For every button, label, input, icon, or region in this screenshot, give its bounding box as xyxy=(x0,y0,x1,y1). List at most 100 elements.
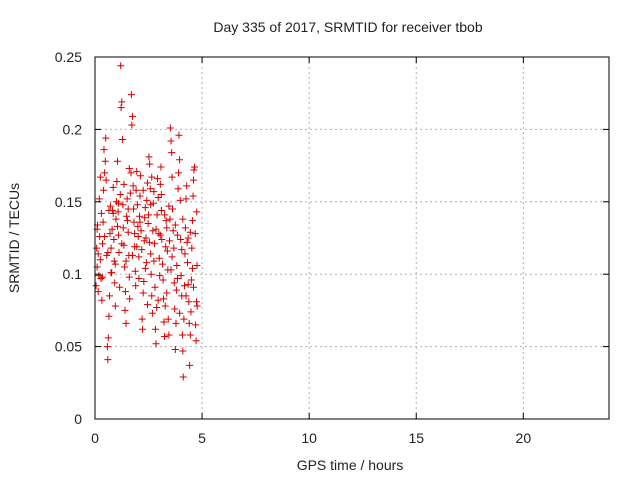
data-point xyxy=(155,254,163,262)
x-tick-label: 0 xyxy=(91,430,99,446)
data-point xyxy=(121,306,129,314)
data-point xyxy=(100,186,108,194)
data-point xyxy=(132,282,140,290)
data-point xyxy=(188,264,196,272)
x-tick-label: 10 xyxy=(301,430,317,446)
data-point xyxy=(143,179,151,187)
data-point xyxy=(151,283,159,291)
data-point xyxy=(149,227,157,235)
y-tick-label: 0.25 xyxy=(55,49,82,65)
data-point xyxy=(125,273,133,281)
data-point xyxy=(113,157,121,165)
data-point xyxy=(185,298,193,306)
data-point xyxy=(191,163,199,171)
data-point xyxy=(190,176,198,184)
data-point xyxy=(164,315,172,323)
data-point xyxy=(108,225,116,233)
data-point xyxy=(139,289,147,297)
data-point xyxy=(166,215,174,223)
data-point xyxy=(96,173,104,181)
data-point xyxy=(147,201,155,209)
data-point xyxy=(141,204,149,212)
data-point xyxy=(101,169,109,177)
y-tick-label: 0.15 xyxy=(55,194,82,210)
data-point xyxy=(116,283,124,291)
data-point xyxy=(134,233,142,241)
data-point xyxy=(171,345,179,353)
data-point xyxy=(178,331,186,339)
data-point xyxy=(188,217,196,225)
data-point xyxy=(154,193,162,201)
data-point xyxy=(142,259,150,267)
data-point xyxy=(186,331,194,339)
data-point xyxy=(192,321,200,329)
data-point xyxy=(103,251,111,259)
data-point xyxy=(187,308,195,316)
data-point xyxy=(189,192,197,200)
data-point xyxy=(176,156,184,164)
data-point xyxy=(191,230,199,238)
data-point xyxy=(161,211,169,219)
data-point xyxy=(117,62,125,70)
data-point xyxy=(114,208,122,216)
data-point xyxy=(129,182,137,190)
data-point xyxy=(160,318,168,326)
x-axis-title: GPS time / hours xyxy=(297,457,404,473)
data-point xyxy=(115,199,123,207)
data-point xyxy=(127,169,135,177)
data-point xyxy=(118,136,126,144)
data-point xyxy=(155,230,163,238)
data-point xyxy=(97,209,105,217)
data-point xyxy=(123,195,131,203)
x-tick-label: 5 xyxy=(198,430,206,446)
data-point xyxy=(161,302,169,310)
data-point xyxy=(192,337,200,345)
data-point xyxy=(110,235,118,243)
data-point xyxy=(101,157,109,165)
data-point xyxy=(140,237,148,245)
data-point xyxy=(157,191,165,199)
data-point xyxy=(182,195,190,203)
data-point xyxy=(154,175,162,183)
data-point xyxy=(180,315,188,323)
x-tick-label: 20 xyxy=(516,430,532,446)
data-point xyxy=(126,295,134,303)
data-point xyxy=(132,186,140,194)
data-point xyxy=(163,289,171,297)
data-point xyxy=(168,149,176,157)
data-point xyxy=(163,247,171,255)
data-point xyxy=(105,312,113,320)
data-point xyxy=(128,112,136,120)
data-point xyxy=(146,185,154,193)
data-point xyxy=(183,238,191,246)
data-point xyxy=(106,230,114,238)
data-point xyxy=(121,263,129,271)
data-point xyxy=(156,231,164,239)
data-point xyxy=(131,267,139,275)
data-point xyxy=(144,220,152,228)
data-point xyxy=(105,206,113,214)
data-point xyxy=(156,272,164,280)
data-point xyxy=(193,302,201,310)
data-point xyxy=(100,146,108,154)
data-point xyxy=(186,361,194,369)
data-point xyxy=(107,244,115,252)
data-point xyxy=(122,257,130,265)
data-point xyxy=(173,275,181,283)
data-point xyxy=(167,266,175,274)
data-point xyxy=(113,222,121,230)
data-point xyxy=(142,234,150,242)
data-point xyxy=(150,257,158,265)
data-point xyxy=(181,250,189,258)
data-point xyxy=(128,251,136,259)
data-point xyxy=(190,283,198,291)
data-point xyxy=(102,176,110,184)
data-point xyxy=(184,280,192,288)
data-point xyxy=(166,237,174,245)
data-point xyxy=(177,272,185,280)
data-point xyxy=(186,228,194,236)
data-point xyxy=(179,373,187,381)
data-point xyxy=(136,218,144,226)
data-point xyxy=(182,292,190,300)
